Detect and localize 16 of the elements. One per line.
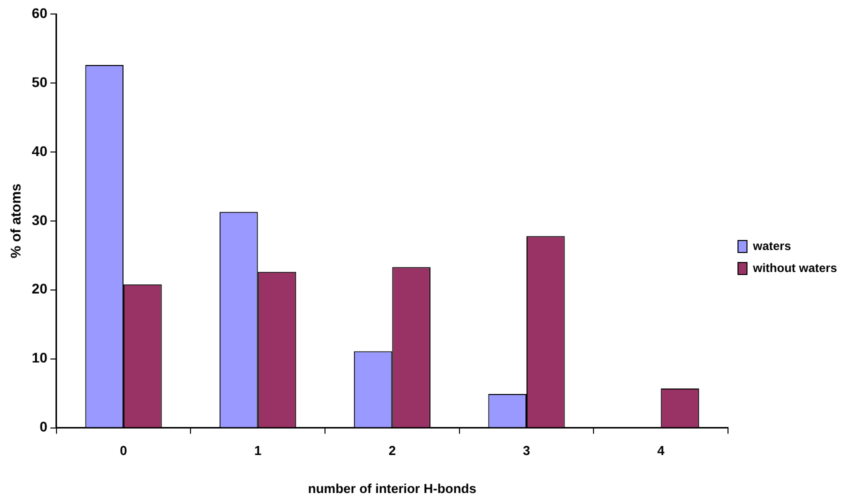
y-axis-title: % of atoms [7, 183, 24, 258]
y-tick-label: 0 [40, 418, 48, 435]
y-tick-label: 30 [32, 212, 48, 228]
y-tick-label: 50 [32, 74, 48, 90]
legend-label: waters [752, 238, 792, 253]
x-tick-label: 4 [657, 443, 666, 458]
x-tick-label: 2 [388, 443, 396, 458]
legend-label: without waters [752, 260, 838, 275]
y-tick-label: 10 [32, 350, 48, 366]
y-tick-label: 40 [32, 142, 48, 159]
x-tick-label: 1 [254, 443, 262, 458]
x-axis-title: number of interior H-bonds [308, 480, 476, 496]
x-tick-label: 0 [120, 443, 128, 458]
y-tick-label: 20 [32, 280, 48, 297]
y-tick-label: 60 [32, 4, 48, 21]
x-tick-label: 3 [522, 443, 530, 458]
